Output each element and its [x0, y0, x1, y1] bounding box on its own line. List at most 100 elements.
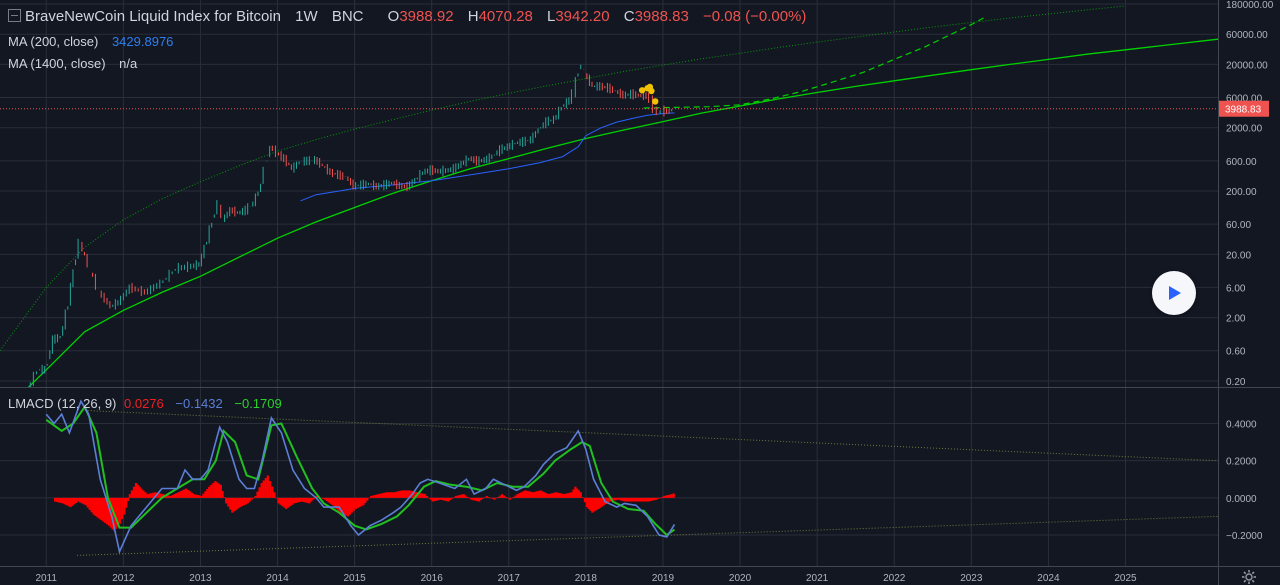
histogram-bar: [167, 495, 170, 498]
histogram-bar: [641, 497, 644, 502]
interval-label[interactable]: 1W: [295, 8, 318, 25]
histogram-bar: [333, 497, 336, 508]
histogram-bar: [275, 497, 278, 499]
x-tick-label: 2014: [266, 573, 289, 584]
histogram-bar: [266, 475, 269, 498]
x-tick-label: 2013: [189, 573, 212, 584]
histogram-bar: [585, 497, 589, 508]
histogram-bar: [271, 486, 274, 498]
histogram-bar: [635, 497, 639, 502]
histogram-bar: [310, 497, 313, 502]
y-tick-label: 600.00: [1226, 157, 1257, 168]
histogram-bar: [450, 497, 454, 499]
histogram-bar: [520, 492, 523, 498]
histogram-bar: [221, 491, 224, 498]
histogram-bar: [666, 495, 670, 498]
ma200-value: 3429.8976: [111, 34, 174, 49]
play-button[interactable]: [1152, 271, 1196, 315]
histogram-bar: [159, 493, 163, 498]
histogram-bar: [185, 488, 188, 498]
histogram-bar: [63, 497, 66, 505]
histogram-bar: [504, 496, 508, 498]
histogram-bar: [217, 483, 221, 498]
histogram-bar: [216, 482, 219, 498]
histogram-bar: [169, 495, 172, 498]
histogram-bar: [123, 497, 126, 515]
histogram-bar: [256, 491, 259, 498]
histogram-bar: [104, 497, 107, 523]
symbol-name[interactable]: BraveNewCoin Liquid Index for Bitcoin: [25, 8, 281, 25]
histogram-bar: [468, 497, 471, 499]
histogram-bar: [242, 497, 246, 506]
histogram-bar: [551, 493, 554, 498]
histogram-bar: [75, 497, 78, 503]
histogram-bar: [130, 490, 133, 498]
histogram-bar: [331, 497, 334, 506]
histogram-bar: [529, 491, 533, 498]
histogram-bar: [418, 492, 421, 498]
histogram-bar: [456, 495, 459, 498]
histogram-bar: [651, 497, 654, 501]
low-value: 3942.20: [555, 8, 610, 25]
histogram-bar: [397, 491, 400, 498]
histogram-bar: [566, 493, 569, 498]
histogram-bar: [537, 490, 540, 498]
histogram-bar: [581, 497, 584, 498]
histogram-bar: [246, 497, 249, 504]
histogram-bar: [528, 491, 531, 498]
histogram-bar: [192, 494, 195, 498]
histogram-bar: [177, 492, 180, 498]
histogram-bar: [483, 497, 486, 498]
exchange-label: BNC: [331, 8, 364, 25]
gear-icon[interactable]: [1241, 569, 1257, 585]
histogram-bar: [281, 497, 284, 507]
histogram-bar: [240, 497, 244, 507]
histogram-bar: [452, 497, 456, 498]
open-value: 3988.92: [399, 8, 454, 25]
open-key: O: [387, 8, 400, 25]
histogram-bar: [77, 497, 80, 502]
histogram-bar: [294, 497, 298, 503]
histogram-bar: [200, 495, 203, 498]
histogram-bar: [412, 491, 415, 498]
projection-line: [643, 15, 987, 109]
x-tick-label: 2022: [883, 573, 906, 584]
symbol-legend: BraveNewCoin Liquid Index for Bitcoin 1W…: [8, 8, 816, 25]
histogram-bar: [304, 497, 307, 503]
histogram-bar: [526, 490, 529, 498]
histogram-bar: [341, 497, 344, 514]
x-tick-label: 2021: [806, 573, 829, 584]
ma1400-legend[interactable]: MA (1400, close) n/a: [8, 56, 141, 71]
histogram-bar: [466, 496, 469, 498]
histogram-bar: [370, 495, 373, 498]
histogram-bar: [196, 495, 199, 498]
histogram-bar: [604, 497, 608, 505]
histogram-bar: [443, 497, 446, 501]
histogram-bar: [576, 488, 579, 498]
histogram-bar: [98, 497, 101, 519]
collapse-icon[interactable]: [8, 9, 21, 22]
histogram-bar: [583, 497, 587, 503]
histogram-bar: [289, 497, 292, 507]
histogram-bar: [541, 491, 544, 498]
ma200-legend[interactable]: MA (200, close) 3429.8976: [8, 34, 177, 49]
histogram-bar: [574, 486, 577, 498]
histogram-bar: [464, 495, 467, 498]
histogram-bar: [69, 497, 72, 508]
lmacd-legend[interactable]: LMACD (12, 26, 9) 0.0276 −0.1432 −0.1709: [8, 396, 286, 411]
histogram-bar: [508, 497, 511, 500]
histogram-bar: [535, 491, 538, 498]
histogram-bar: [250, 497, 253, 500]
lmacd-macd-line: [45, 399, 676, 555]
histogram-bar: [105, 497, 109, 525]
histogram-bar: [285, 497, 288, 509]
histogram-bar: [214, 481, 217, 498]
y-tick-label: 200.00: [1226, 187, 1257, 198]
histogram-bar: [668, 494, 671, 498]
x-tick-label: 2023: [960, 573, 983, 584]
histogram-bar: [118, 497, 121, 524]
histogram-bar: [136, 484, 139, 498]
histogram-bar: [79, 497, 82, 503]
osc-channel-top: [84, 410, 1218, 462]
